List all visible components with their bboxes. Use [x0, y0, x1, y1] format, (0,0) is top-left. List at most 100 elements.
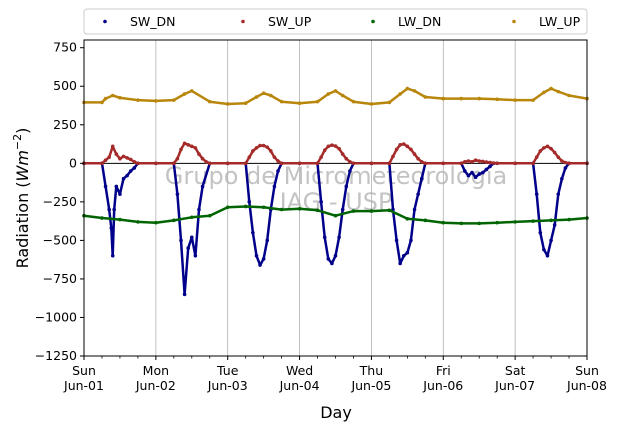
data-point — [175, 192, 180, 196]
data-point — [243, 161, 248, 166]
x-tick-label-dow: Sun — [575, 363, 599, 378]
data-point — [549, 238, 553, 243]
data-point — [186, 143, 190, 147]
data-point — [193, 254, 198, 258]
x-tick-label-dow: Thu — [359, 363, 383, 378]
data-point — [225, 161, 230, 166]
data-point — [481, 170, 485, 175]
data-point — [118, 217, 122, 222]
data-point — [477, 96, 482, 101]
data-point — [172, 161, 176, 166]
data-point — [563, 160, 568, 165]
data-point — [391, 154, 395, 159]
legend-label: SW_UP — [268, 14, 312, 29]
data-point — [319, 200, 323, 204]
data-point — [351, 161, 356, 166]
data-point — [552, 223, 557, 227]
data-point — [531, 161, 535, 166]
data-point — [258, 143, 262, 148]
data-point — [182, 141, 187, 146]
data-point — [463, 169, 467, 173]
data-point — [272, 184, 277, 189]
data-point — [484, 167, 489, 172]
data-point — [189, 215, 194, 220]
data-point — [416, 192, 420, 196]
data-point — [197, 152, 201, 156]
data-point — [175, 156, 180, 161]
data-point — [542, 90, 546, 95]
data-point — [182, 292, 187, 297]
series-line — [84, 87, 588, 106]
y-tick-label: −750 — [43, 271, 77, 286]
data-point — [251, 230, 255, 235]
data-point — [405, 86, 410, 91]
legend-label: SW_DN — [130, 14, 176, 29]
data-point — [154, 161, 158, 166]
legend-label: LW_DN — [398, 14, 441, 29]
data-point — [337, 235, 341, 240]
y-axis-label: Radiation (Wm−2) — [11, 128, 32, 269]
data-point — [488, 164, 492, 169]
data-point — [495, 220, 499, 225]
data-point — [330, 143, 334, 147]
data-point — [387, 208, 392, 213]
data-point — [538, 149, 543, 153]
data-point — [473, 158, 478, 163]
y-tick-label: 500 — [53, 78, 77, 93]
data-point — [100, 216, 104, 220]
data-point — [344, 156, 349, 161]
data-point — [340, 152, 345, 156]
data-point — [136, 220, 140, 224]
data-point — [207, 99, 212, 104]
data-point — [197, 207, 201, 212]
data-point — [459, 161, 464, 166]
data-point — [225, 205, 230, 210]
data-point — [125, 173, 129, 178]
data-point — [549, 86, 553, 91]
series-lw-up — [82, 86, 589, 106]
data-point — [136, 98, 140, 102]
data-point — [484, 160, 489, 164]
data-point — [340, 207, 345, 212]
data-point — [567, 217, 571, 222]
data-point — [103, 184, 108, 189]
data-point — [186, 246, 190, 250]
data-point — [207, 161, 212, 166]
data-point — [128, 169, 133, 173]
legend-marker — [241, 19, 245, 24]
data-point — [333, 213, 338, 218]
data-point — [225, 102, 230, 106]
data-point — [154, 220, 158, 225]
data-point — [552, 150, 557, 155]
y-tick-label: −1250 — [35, 348, 77, 363]
data-point — [200, 184, 205, 189]
data-point — [200, 156, 205, 161]
x-tick-label-date: Jun-05 — [350, 378, 391, 393]
data-point — [118, 192, 122, 196]
data-point — [387, 161, 392, 166]
x-axis-label: Day — [320, 403, 352, 422]
data-point — [441, 220, 446, 225]
data-point — [495, 97, 499, 102]
series-layer — [82, 86, 589, 297]
data-point — [531, 98, 535, 102]
data-point — [534, 155, 539, 159]
data-point — [107, 207, 111, 212]
data-point — [470, 170, 474, 175]
y-tick-label: −500 — [43, 232, 77, 247]
legend-frame — [83, 8, 588, 35]
data-point — [491, 161, 496, 165]
x-tick-label-date: Jun-04 — [279, 378, 320, 393]
data-point — [394, 238, 399, 243]
data-point — [405, 250, 410, 255]
data-point — [398, 92, 402, 96]
y-tick-label: 0 — [69, 155, 77, 170]
data-point — [272, 155, 277, 159]
data-point — [409, 147, 413, 152]
legend: SW_DN SW_UP LW_DN LW_UP — [83, 8, 588, 35]
y-axis-label-exp: −2 — [11, 134, 24, 150]
data-point — [369, 102, 374, 106]
data-point — [265, 145, 270, 149]
data-point — [172, 218, 176, 223]
